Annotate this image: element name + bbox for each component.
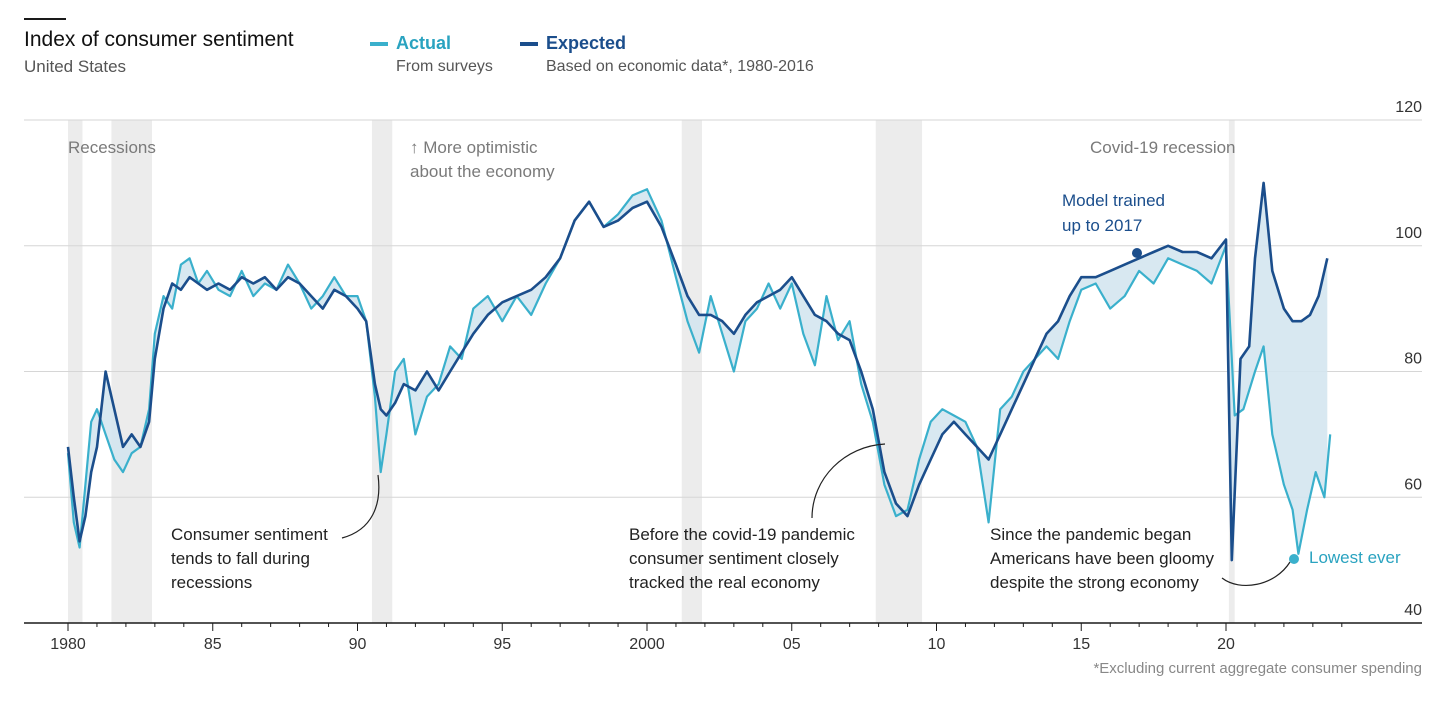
y-tick-label-100: 100: [1395, 225, 1422, 242]
since-annotation-1: Since the pandemic began: [990, 525, 1191, 544]
model-label-2: up to 2017: [1062, 216, 1142, 235]
covid-recession-label: Covid-19 recession: [1090, 138, 1236, 157]
y-tick-label-80: 80: [1404, 351, 1422, 368]
fall-annotation-2: tends to fall during: [171, 549, 310, 568]
lowest-ever-label: Lowest ever: [1309, 548, 1401, 567]
expected-series-line: [66, 181, 1329, 562]
x-tick-label-2005: 05: [783, 636, 801, 653]
before-leader-line: [811, 443, 886, 519]
fall-annotation-3: recessions: [171, 573, 252, 592]
before-annotation-1: Before the covid-19 pandemic: [629, 525, 855, 544]
footnote: *Excluding current aggregate consumer sp…: [1093, 660, 1422, 677]
legend-actual-desc: From surveys: [396, 58, 493, 75]
legend-expected-label: Expected: [546, 33, 627, 53]
x-tick-label-1990: 90: [349, 636, 367, 653]
x-tick-label-1980: 1980: [50, 636, 86, 653]
fall-annotation-1: Consumer sentiment: [171, 525, 328, 544]
x-tick-label-2000: 2000: [629, 636, 665, 653]
since-annotation-3: despite the strong economy: [990, 573, 1199, 592]
chart-title: Index of consumer sentiment: [24, 28, 294, 51]
since-annotation-2: Americans have been gloomy: [990, 549, 1214, 568]
model-marker: [1132, 248, 1142, 258]
x-tick-label-1995: 95: [493, 636, 511, 653]
fall-leader-line: [341, 474, 380, 539]
actual-series-line: [66, 188, 1332, 555]
legend-expected: Expected Based on economic data*, 1980-2…: [520, 33, 814, 76]
y-tick-label-40: 40: [1404, 602, 1422, 619]
x-tick-label-1985: 85: [204, 636, 222, 653]
before-annotation-3: tracked the real economy: [629, 573, 820, 592]
since-leader-line: [1221, 561, 1291, 586]
lowest-marker: [1289, 554, 1299, 564]
x-tick-label-2020: 20: [1217, 636, 1235, 653]
y-tick-label-60: 60: [1404, 476, 1422, 493]
legend-actual-label: Actual: [396, 33, 452, 53]
optimistic-label-1: ↑ More optimistic: [410, 138, 538, 157]
model-label-1: Model trained: [1062, 191, 1165, 210]
before-annotation-2: consumer sentiment closely: [629, 549, 839, 568]
recessions-label: Recessions: [68, 138, 156, 157]
legend-actual-swatch: [370, 41, 388, 46]
chart-subtitle: United States: [24, 57, 127, 76]
legend-expected-desc: Based on economic data*, 1980-2016: [546, 58, 814, 75]
x-tick-label-2015: 15: [1072, 636, 1090, 653]
optimistic-label-2: about the economy: [410, 162, 555, 181]
y-tick-label-120: 120: [1395, 99, 1422, 116]
x-tick-label-2010: 10: [928, 636, 946, 653]
legend-expected-swatch: [520, 41, 538, 46]
legend-actual: Actual From surveys: [370, 33, 493, 76]
title-rule: [24, 18, 66, 20]
